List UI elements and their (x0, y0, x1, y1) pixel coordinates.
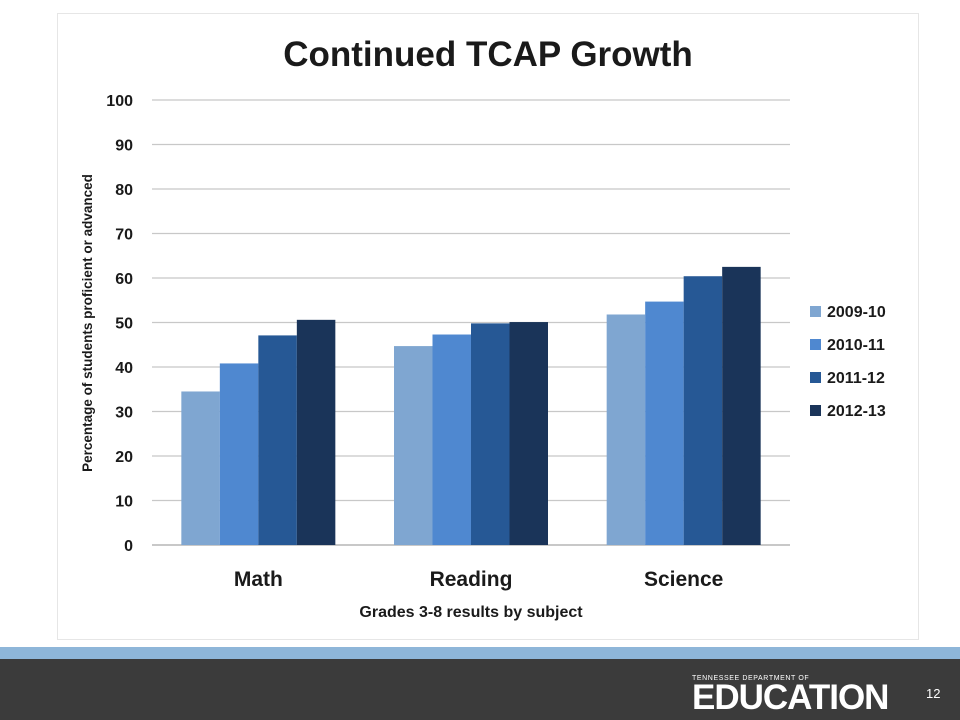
legend-swatch (810, 339, 821, 350)
legend-item: 2012-13 (810, 403, 886, 420)
bar (471, 323, 510, 545)
legend-label: 2011-12 (827, 370, 885, 387)
legend-item: 2009-10 (810, 304, 886, 321)
page-number: 12 (926, 686, 941, 701)
tennessee-education-logo: TENNESSEE DEPARTMENT OF EDUCATION (692, 675, 912, 717)
bar (219, 363, 259, 545)
legend-swatch (810, 372, 821, 383)
legend: 2009-10 2010-11 2011-12 2012-13 (810, 304, 886, 420)
bar (645, 301, 684, 545)
legend-item: 2010-11 (810, 337, 885, 354)
y-tick-labels: 0 10 20 30 40 50 60 70 80 90 100 (106, 93, 133, 555)
chart-title: Continued TCAP Growth (283, 35, 693, 74)
y-tick-label: 0 (124, 538, 133, 555)
x-tick-label: Science (644, 568, 723, 591)
bar (432, 334, 471, 545)
logo-wordmark: EDUCATION (692, 678, 889, 717)
y-tick-label: 90 (115, 138, 133, 155)
x-tick-labels: Math Reading Science (234, 568, 724, 591)
legend-swatch (810, 405, 821, 416)
bar (606, 314, 646, 545)
y-tick-label: 60 (115, 271, 133, 288)
x-tick-label: Reading (430, 568, 513, 591)
y-tick-label: 50 (115, 316, 133, 333)
bar (683, 276, 723, 545)
y-tick-label: 100 (106, 93, 133, 110)
legend-label: 2009-10 (827, 304, 886, 321)
logo-subtitle: TENNESSEE DEPARTMENT OF (692, 675, 810, 682)
legend-label: 2010-11 (827, 337, 885, 354)
y-tick-label: 70 (115, 227, 133, 244)
legend-item: 2011-12 (810, 370, 885, 387)
bar (394, 346, 433, 545)
bar (509, 322, 548, 545)
footer-bar (0, 659, 960, 720)
x-axis-label: Grades 3-8 results by subject (359, 604, 583, 621)
bar (258, 335, 297, 545)
y-tick-label: 10 (115, 494, 133, 511)
y-axis-label: Percentage of students proficient or adv… (80, 174, 95, 472)
y-tick-label: 20 (115, 449, 133, 466)
bar (722, 266, 761, 545)
bar (181, 391, 220, 545)
y-tick-label: 40 (115, 360, 133, 377)
bar-chart: Continued TCAP Growth 0 10 20 30 40 50 60 70 80 9… (80, 35, 886, 621)
x-tick-label: Math (234, 568, 283, 591)
legend-swatch (810, 306, 821, 317)
y-tick-label: 80 (115, 182, 133, 199)
bars (181, 266, 761, 545)
bar (296, 319, 336, 545)
legend-label: 2012-13 (827, 403, 886, 420)
y-tick-label: 30 (115, 405, 133, 422)
footer-accent-strip (0, 647, 960, 659)
